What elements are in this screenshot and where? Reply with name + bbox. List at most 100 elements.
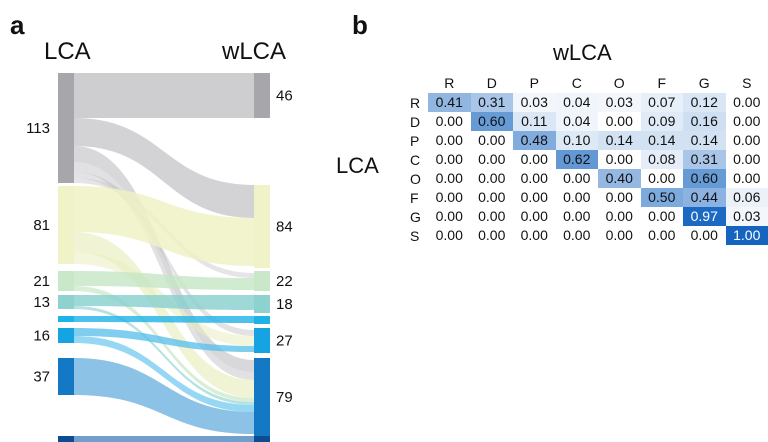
heatmap-cell: 0.12	[683, 93, 726, 112]
heatmap-cell: 0.00	[725, 131, 768, 150]
sankey-left-label-2: 21	[33, 273, 50, 290]
heatmap-cell: 0.00	[428, 207, 471, 226]
sankey-left-label-0: 113	[26, 120, 50, 137]
heatmap-col-label: R	[444, 75, 455, 91]
heatmap-col-label: F	[657, 75, 667, 91]
sankey-left-title: LCA	[44, 38, 91, 65]
heatmap-cell: 0.00	[470, 226, 513, 245]
heatmap-row-label: D	[410, 114, 421, 130]
sankey-left-node-2	[58, 271, 74, 291]
sankey-right-label-3: 18	[276, 296, 293, 313]
sankey-right-label-5: 27	[276, 333, 293, 350]
panel-a-letter: a	[10, 10, 25, 40]
heatmap-cell: 0.04	[555, 93, 598, 112]
sankey-right-label-1: 84	[276, 219, 293, 236]
heatmap-cell: 0.00	[598, 188, 641, 207]
heatmap-cell: 0.14	[598, 131, 641, 150]
heatmap-cell: 0.41	[428, 93, 471, 112]
heatmap-cell: 1.00	[725, 226, 768, 245]
sankey-right-label-0: 46	[276, 88, 293, 105]
heatmap-cell: 0.00	[428, 150, 471, 169]
heatmap-cell: 0.00	[683, 226, 726, 245]
heatmap-row-title: LCA	[336, 153, 379, 178]
heatmap-cell: 0.00	[640, 207, 683, 226]
sankey-right-label-6: 79	[276, 389, 293, 406]
heatmap-row-label: G	[410, 209, 421, 225]
sankey-right-node-2	[254, 271, 270, 291]
heatmap-cell: 0.04	[555, 112, 598, 131]
heatmap-cell: 0.00	[598, 150, 641, 169]
heatmap-cell: 0.10	[555, 131, 598, 150]
heatmap-cell: 0.00	[555, 207, 598, 226]
heatmap-cell: 0.00	[470, 169, 513, 188]
heatmap-cell: 0.00	[428, 131, 471, 150]
heatmap-cell: 0.00	[428, 188, 471, 207]
heatmap-row-label: C	[410, 152, 421, 168]
sankey-left-node-1	[58, 186, 74, 264]
heatmap-row-label: S	[410, 228, 420, 244]
sankey-left-node-7	[58, 436, 74, 442]
heatmap-cell: 0.00	[470, 188, 513, 207]
sankey-flow-15	[74, 336, 254, 412]
heatmap-cell: 0.14	[683, 131, 726, 150]
heatmap-cell: 0.00	[428, 226, 471, 245]
heatmap-cell: 0.00	[513, 226, 556, 245]
heatmap-cell: 0.00	[640, 169, 683, 188]
heatmap-cell: 0.00	[513, 169, 556, 188]
sankey-flow-3	[74, 162, 254, 380]
sankey-flow-7	[74, 232, 254, 398]
sankey-right-label-2: 22	[276, 273, 293, 290]
sankey-flow-16	[74, 358, 254, 434]
heatmap-cell: 0.00	[555, 169, 598, 188]
heatmap-cell: 0.40	[598, 169, 641, 188]
heatmap-cell: 0.00	[598, 112, 641, 131]
panel-b-letter: b	[352, 10, 368, 40]
sankey-flow-4	[74, 172, 254, 336]
sankey-flow-9	[74, 271, 254, 290]
sankey-left-node-5	[58, 328, 74, 343]
heatmap-row-label: O	[410, 171, 421, 187]
heatmap-cell: 0.08	[640, 150, 683, 169]
heatmap-cell: 0.00	[470, 207, 513, 226]
sankey-left-node-6	[58, 358, 74, 395]
sankey-left-node-3	[58, 295, 74, 309]
heatmap-cell: 0.07	[640, 93, 683, 112]
sankey-left-node-4	[58, 316, 74, 322]
heatmap-col-label: D	[486, 75, 497, 91]
sankey-flow-14	[74, 328, 254, 352]
heatmap-cell: 0.00	[725, 150, 768, 169]
sankey-right-node-5	[254, 328, 270, 353]
sankey-left-label-6: 37	[33, 369, 50, 386]
heatmap-cell: 0.31	[470, 93, 513, 112]
heatmap-cell: 0.48	[513, 131, 556, 150]
sankey-left-label-5: 16	[33, 328, 50, 345]
heatmap-cell: 0.60	[683, 169, 726, 188]
sankey-flow-17	[74, 436, 254, 442]
sankey-flow-0	[74, 73, 254, 118]
heatmap-cell: 0.97	[683, 207, 726, 226]
heatmap-cell: 0.44	[683, 188, 726, 207]
heatmap-col-label: O	[613, 75, 625, 91]
sankey-flow-12	[74, 306, 254, 405]
heatmap-cell: 0.00	[598, 207, 641, 226]
heatmap-col-label: G	[698, 75, 710, 91]
heatmap-row-label: F	[410, 190, 419, 206]
heatmap-cell: 0.00	[428, 169, 471, 188]
sankey-flow-11	[74, 295, 254, 310]
sankey-flow-6	[74, 186, 254, 266]
heatmap-cell: 0.00	[513, 207, 556, 226]
sankey-left-label-3: 13	[33, 294, 50, 311]
heatmap-cell: 0.00	[725, 112, 768, 131]
heatmap-cell: 0.62	[555, 150, 598, 169]
sankey-right-node-3	[254, 295, 270, 313]
sankey-flow-1	[74, 118, 254, 218]
heatmap-cell: 0.03	[725, 207, 768, 226]
heatmap-cell: 0.00	[598, 226, 641, 245]
heatmap-row-label: P	[410, 133, 420, 149]
heatmap-cell: 0.00	[470, 150, 513, 169]
heatmap-cell: 0.00	[513, 188, 556, 207]
heatmap-cell: 0.00	[725, 169, 768, 188]
sankey-chart: 113 81 21 13 16 37 46 84 22 18 27 79	[26, 73, 293, 442]
heatmap-col-label: P	[529, 75, 539, 91]
sankey-flow-13	[74, 316, 254, 323]
